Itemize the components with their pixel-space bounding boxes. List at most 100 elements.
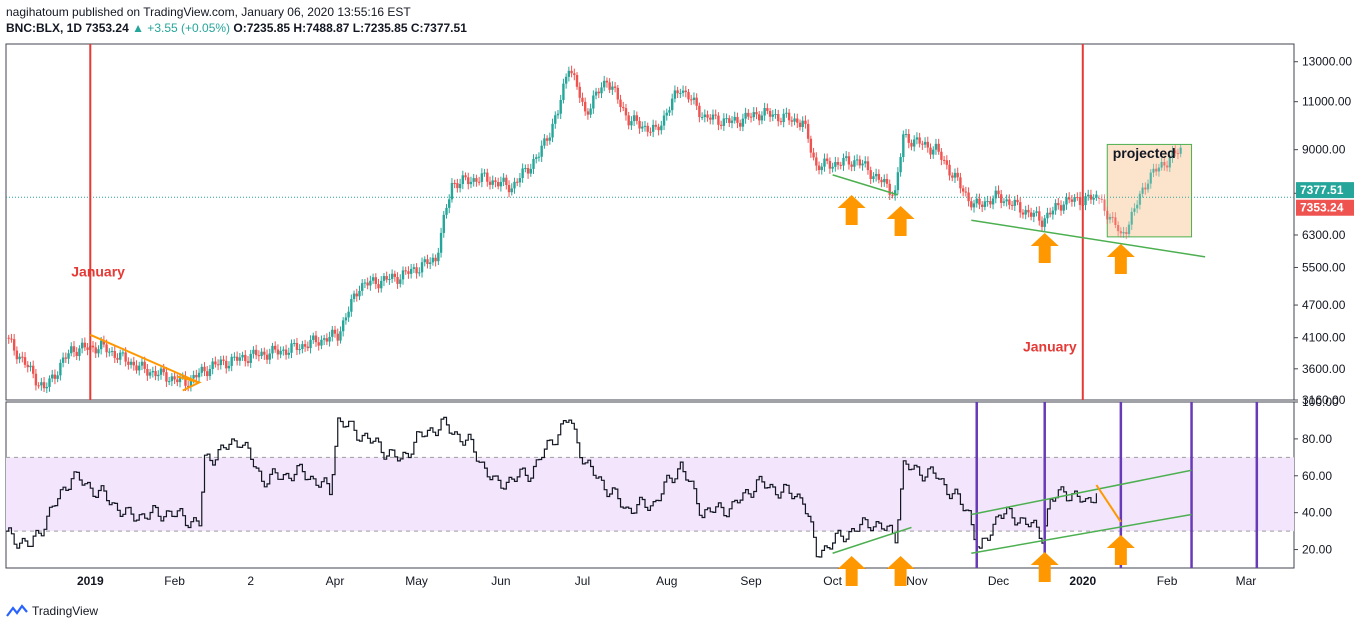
price-candle bbox=[975, 198, 978, 204]
price-candle bbox=[1089, 194, 1093, 200]
price-candle bbox=[777, 114, 780, 122]
price-candle bbox=[910, 142, 913, 147]
price-candle bbox=[864, 161, 867, 164]
price-tick-label-1: 11000.00 bbox=[1302, 95, 1351, 109]
price-candle bbox=[717, 115, 720, 125]
price-candle bbox=[1054, 203, 1057, 211]
projected-candle bbox=[1160, 162, 1163, 168]
price-candle bbox=[1019, 202, 1022, 213]
price-candle bbox=[453, 182, 456, 184]
price-label-0: 7377.51 bbox=[1300, 183, 1344, 197]
price-candle bbox=[412, 267, 416, 269]
x-tick-label-5: Jun bbox=[491, 574, 510, 588]
price-candle bbox=[472, 178, 475, 182]
price-candle bbox=[692, 97, 696, 100]
price-candle bbox=[110, 351, 114, 353]
price-candle bbox=[630, 121, 633, 126]
projected-candle bbox=[1174, 150, 1177, 154]
price-candle bbox=[502, 177, 505, 182]
price-candle bbox=[586, 111, 590, 115]
price-tick-label-2: 9000.00 bbox=[1302, 143, 1346, 157]
price-candle bbox=[980, 204, 984, 207]
projected-candle bbox=[1152, 168, 1155, 173]
price-candle bbox=[167, 381, 171, 383]
symbol-name: BNC:BLX, 1D bbox=[6, 21, 83, 35]
price-candle bbox=[951, 175, 954, 178]
price-candle bbox=[730, 120, 734, 123]
price-candle bbox=[959, 177, 962, 189]
price-candle bbox=[1092, 197, 1095, 200]
price-candle bbox=[793, 118, 796, 122]
price-candle bbox=[937, 143, 940, 152]
price-candle bbox=[806, 123, 810, 139]
price-candle bbox=[428, 262, 432, 264]
price-candle bbox=[613, 86, 617, 88]
price-candle bbox=[366, 282, 369, 286]
price-candle bbox=[206, 371, 209, 377]
price-candle bbox=[722, 118, 726, 126]
price-candle bbox=[298, 349, 301, 351]
price-candle bbox=[1029, 212, 1033, 217]
price-candle bbox=[178, 376, 182, 383]
price-candle bbox=[744, 112, 747, 119]
price-candle bbox=[815, 157, 818, 166]
price-candle bbox=[83, 342, 87, 348]
price-candle bbox=[1051, 210, 1055, 215]
price-candle bbox=[782, 113, 785, 123]
projected-candle bbox=[1097, 198, 1101, 200]
projected-candle bbox=[1108, 216, 1112, 220]
projected-candle bbox=[1116, 225, 1120, 232]
price-candle bbox=[469, 181, 473, 185]
price-candle bbox=[124, 352, 127, 362]
price-candle bbox=[676, 90, 679, 94]
projected-candle bbox=[1157, 167, 1161, 172]
price-candle bbox=[747, 112, 750, 117]
price-change: ▲ +3.55 (+0.05%) bbox=[132, 21, 231, 35]
price-candle bbox=[322, 338, 326, 340]
price-candle bbox=[132, 361, 135, 366]
price-candle bbox=[287, 352, 290, 355]
price-candle bbox=[1027, 209, 1030, 213]
price-candle bbox=[40, 382, 43, 386]
price-candle bbox=[611, 86, 614, 90]
projected-candle bbox=[1146, 183, 1150, 190]
published-line: nagihatoum published on TradingView.com,… bbox=[6, 5, 411, 19]
projected-candle bbox=[1133, 208, 1136, 212]
x-tick-label-7: Aug bbox=[656, 574, 677, 588]
price-candle bbox=[252, 349, 255, 354]
price-candle bbox=[45, 386, 48, 389]
price-candle bbox=[148, 372, 152, 376]
price-candle bbox=[597, 91, 600, 94]
x-tick-label-6: Jul bbox=[575, 574, 590, 588]
price-candle bbox=[556, 113, 560, 116]
price-candle bbox=[749, 116, 753, 118]
price-candle bbox=[953, 172, 957, 178]
price-candle bbox=[162, 368, 165, 373]
price-candle bbox=[336, 333, 339, 341]
projected-candle bbox=[1103, 199, 1106, 211]
price-candle bbox=[143, 361, 146, 369]
price-candle bbox=[510, 188, 513, 193]
price-candle bbox=[1021, 212, 1025, 215]
price-candle bbox=[10, 338, 13, 340]
price-candle bbox=[72, 346, 76, 352]
price-candle bbox=[260, 351, 263, 357]
price-candle bbox=[573, 73, 576, 76]
price-candle bbox=[225, 360, 228, 369]
price-candle bbox=[1008, 199, 1011, 205]
price-candle bbox=[874, 173, 878, 177]
price-candle bbox=[401, 270, 405, 280]
price-candle bbox=[108, 351, 111, 353]
price-candle bbox=[679, 92, 682, 94]
price-candle bbox=[29, 365, 32, 368]
price-candle bbox=[135, 365, 138, 371]
symbol-line: BNC:BLX, 1D 7353.24 ▲ +3.55 (+0.05%) O:7… bbox=[6, 20, 467, 36]
price-candle bbox=[385, 276, 388, 280]
price-candle bbox=[771, 114, 774, 117]
rsi-trendline-lower bbox=[971, 513, 1192, 554]
price-candle bbox=[15, 350, 19, 360]
price-candle bbox=[787, 112, 791, 121]
price-candle bbox=[7, 337, 10, 339]
price-candle bbox=[51, 374, 54, 379]
